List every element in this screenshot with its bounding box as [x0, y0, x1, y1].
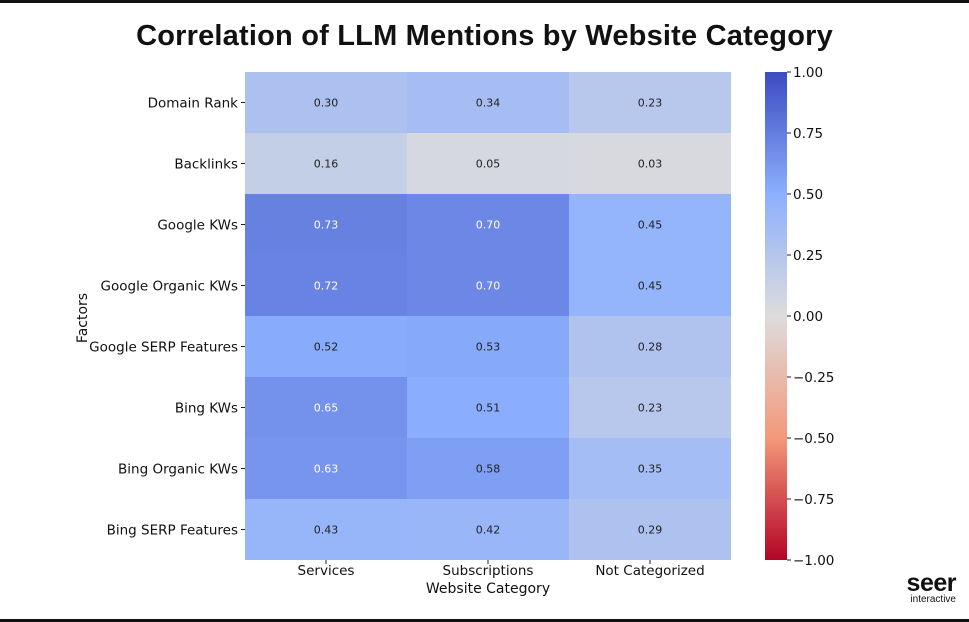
heatmap-cell [245, 133, 407, 194]
heatmap-cell [569, 194, 731, 255]
cell-value-label: 0.70 [476, 219, 501, 232]
y-tick-label: Backlinks [174, 157, 238, 173]
heatmap-cell [407, 377, 569, 438]
cell-value-label: 0.30 [314, 97, 339, 110]
heatmap-cell [245, 194, 407, 255]
x-tick-label: Services [298, 563, 355, 579]
top-border [0, 0, 969, 3]
y-tick-label: Bing Organic KWs [118, 462, 238, 478]
cell-value-label: 0.45 [638, 219, 663, 232]
cell-value-label: 0.16 [314, 158, 339, 171]
colorbar-tick-label: 1.00 [793, 65, 823, 81]
heatmap-cell [245, 438, 407, 499]
cell-value-label: 0.05 [476, 158, 501, 171]
heatmap-cell [569, 72, 731, 133]
bottom-border [0, 619, 969, 622]
colorbar-ticks: 1.00 0.75 0.50 0.25 0.00 −0.25 −0.50 −0.75 −1.00 [787, 65, 834, 569]
heatmap-cell [245, 316, 407, 377]
heatmap-cell [407, 255, 569, 316]
y-tick-label: Google Organic KWs [101, 279, 238, 295]
chart-title: Correlation of LLM Mentions by Website C… [136, 20, 833, 52]
cell-value-label: 0.73 [314, 219, 339, 232]
heatmap-cell [407, 133, 569, 194]
x-axis-ticks: Services Subscriptions Not Categorized [298, 560, 705, 579]
cell-value-label: 0.72 [314, 280, 339, 293]
colorbar [765, 72, 787, 560]
colorbar-tick-label: −0.25 [793, 370, 834, 386]
cell-value-label: 0.03 [638, 158, 663, 171]
y-axis-ticks: Domain Rank Backlinks Google KWs Google Org… [89, 96, 245, 539]
heatmap-cell [245, 72, 407, 133]
heatmap-cell [569, 377, 731, 438]
cell-value-label: 0.42 [476, 524, 501, 537]
heatmap-cell [407, 194, 569, 255]
colorbar-tick-label: 0.50 [793, 187, 823, 203]
cell-value-label: 0.34 [476, 97, 501, 110]
cell-value-label: 0.43 [314, 524, 339, 537]
colorbar-tick-label: 0.75 [793, 126, 823, 142]
cell-value-label: 0.23 [638, 402, 663, 415]
y-tick-label: Google SERP Features [89, 340, 238, 356]
cell-value-label: 0.35 [638, 463, 663, 476]
heatmap-cell [245, 499, 407, 560]
colorbar-tick-label: 0.00 [793, 309, 823, 325]
heatmap-cell [407, 316, 569, 377]
y-tick-label: Bing KWs [175, 401, 238, 417]
heatmap-cell [407, 72, 569, 133]
y-axis-label: Factors [75, 293, 91, 343]
heatmap-cell [569, 255, 731, 316]
cell-value-label: 0.45 [638, 280, 663, 293]
heatmap-cell [245, 377, 407, 438]
cell-value-label: 0.51 [476, 402, 501, 415]
heatmap-cell [407, 438, 569, 499]
x-tick-label: Not Categorized [595, 563, 704, 579]
cell-value-label: 0.65 [314, 402, 339, 415]
colorbar-tick-label: 0.25 [793, 248, 823, 264]
colorbar-tick-label: −1.00 [793, 553, 834, 569]
seer-interactive-logo: seer interactive [906, 569, 957, 606]
heatmap-cells [245, 72, 731, 560]
x-axis-label: Website Category [426, 581, 550, 597]
heatmap-cell [569, 133, 731, 194]
heatmap-cell [245, 255, 407, 316]
cell-value-label: 0.63 [314, 463, 339, 476]
heatmap-cell [569, 316, 731, 377]
cell-value-label: 0.53 [476, 341, 501, 354]
logo-wordmark: seer [906, 569, 957, 597]
cell-value-label: 0.70 [476, 280, 501, 293]
cell-value-label: 0.23 [638, 97, 663, 110]
colorbar-tick-label: −0.50 [793, 431, 834, 447]
heatmap-cell [569, 438, 731, 499]
cell-value-label: 0.28 [638, 341, 663, 354]
x-tick-label: Subscriptions [443, 563, 534, 579]
heatmap-cell [569, 499, 731, 560]
heatmap-cell [407, 499, 569, 560]
cell-value-label: 0.58 [476, 463, 501, 476]
cell-value-label: 0.52 [314, 341, 339, 354]
colorbar-tick-label: −0.75 [793, 492, 834, 508]
y-tick-label: Bing SERP Features [107, 523, 238, 539]
y-tick-label: Google KWs [157, 218, 238, 234]
cell-value-label: 0.29 [638, 524, 663, 537]
logo-subtitle: interactive [910, 594, 956, 605]
y-tick-label: Domain Rank [148, 96, 239, 112]
cell-value-labels: 0.30 0.34 0.23 0.16 0.05 0.03 0.73 0.70 0.45 0.72… [314, 97, 663, 537]
